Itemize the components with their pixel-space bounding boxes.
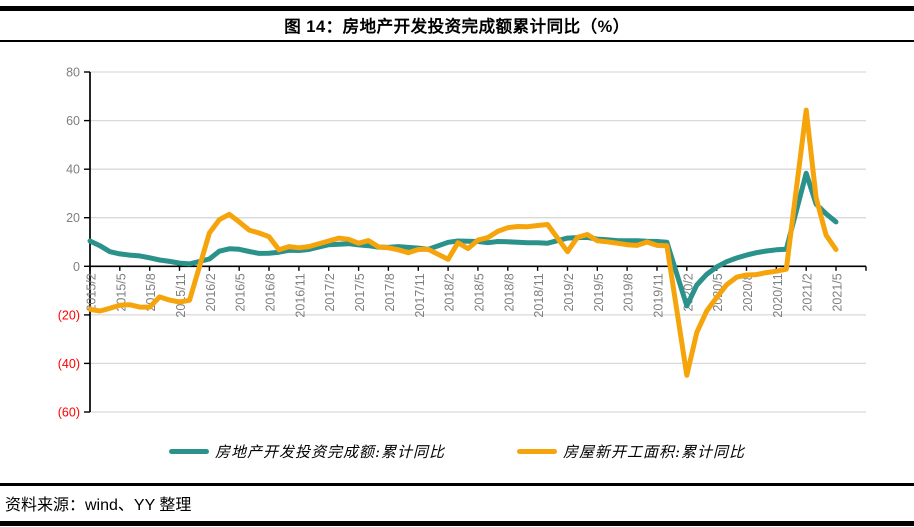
x-tick-label: 2021/5 bbox=[831, 273, 845, 311]
x-tick-label: 2018/5 bbox=[472, 273, 486, 311]
x-tick-label: 2018/11 bbox=[532, 273, 546, 317]
y-tick-label: (20) bbox=[58, 308, 80, 322]
x-tick-label: 2017/2 bbox=[323, 273, 337, 311]
x-tick-label: 2020/8 bbox=[741, 273, 755, 311]
x-tick-label: 2019/5 bbox=[592, 273, 606, 311]
x-tick-label: 2016/5 bbox=[234, 273, 248, 311]
x-tick-label: 2020/11 bbox=[771, 273, 785, 317]
x-tick-label: 2017/5 bbox=[353, 273, 367, 311]
legend-label-investment: 房地产开发投资完成额:累计同比 bbox=[214, 443, 445, 461]
y-tick-label: 0 bbox=[73, 260, 80, 274]
title-underline-rule bbox=[0, 40, 914, 42]
investment-line bbox=[87, 170, 839, 309]
chart-legend: 房地产开发投资完成额:累计同比 房屋新开工面积:累计同比 bbox=[0, 441, 914, 462]
legend-label-new-starts: 房屋新开工面积:累计同比 bbox=[563, 443, 746, 461]
y-tick-label: 60 bbox=[66, 114, 80, 128]
x-tick-label: 2019/8 bbox=[622, 273, 636, 311]
x-tick-label: 2016/11 bbox=[293, 273, 307, 317]
footer-top-rule bbox=[0, 483, 914, 486]
data-source-text: 资料来源：wind、YY 整理 bbox=[5, 497, 192, 514]
x-tick-label: 2015/2 bbox=[85, 273, 99, 311]
x-tick-label: 2016/8 bbox=[264, 273, 278, 311]
x-tick-label: 2021/2 bbox=[801, 273, 815, 311]
x-tick-label: 2015/11 bbox=[174, 273, 188, 317]
x-tick-label: 2018/2 bbox=[443, 273, 457, 311]
x-tick-label: 2017/11 bbox=[413, 273, 427, 317]
figure-title: 图 14：房地产开发投资完成额累计同比（%） bbox=[284, 18, 630, 36]
y-tick-label: (60) bbox=[58, 406, 80, 420]
y-tick-label: 80 bbox=[66, 66, 80, 80]
x-tick-label: 2017/8 bbox=[383, 273, 397, 311]
investment-line-swatch bbox=[168, 449, 209, 454]
y-tick-label: 40 bbox=[66, 163, 80, 177]
y-tick-label: (40) bbox=[58, 357, 80, 371]
legend-item-investment: 房地产开发投资完成额:累计同比 bbox=[168, 441, 445, 462]
x-tick-label: 2015/5 bbox=[114, 273, 128, 311]
new-starts-line-swatch bbox=[517, 449, 557, 454]
new-starts-line bbox=[87, 107, 839, 378]
x-tick-label: 2019/11 bbox=[652, 273, 666, 317]
y-tick-label: 20 bbox=[66, 211, 80, 225]
x-tick-label: 2019/2 bbox=[562, 273, 576, 311]
bottom-thick-rule bbox=[0, 521, 914, 526]
top-thick-rule bbox=[0, 6, 914, 11]
x-tick-label: 2018/8 bbox=[502, 273, 516, 311]
x-tick-label: 2016/2 bbox=[204, 273, 218, 311]
legend-item-new-starts: 房屋新开工面积:累计同比 bbox=[517, 441, 745, 462]
